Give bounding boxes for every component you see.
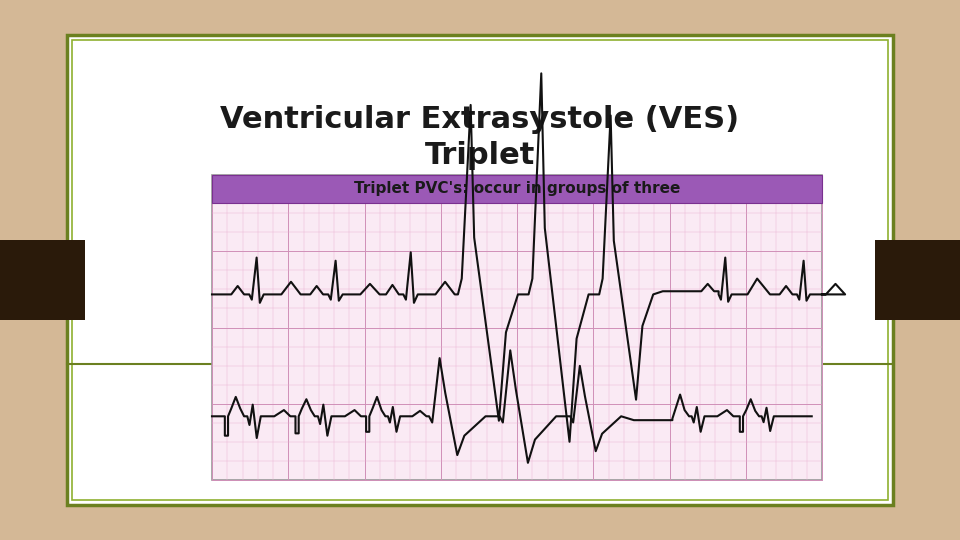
Text: Triplet PVC's: occur in groups of three: Triplet PVC's: occur in groups of three (354, 181, 681, 197)
Text: Ventricular Extrasystole (VES): Ventricular Extrasystole (VES) (221, 105, 739, 134)
Bar (0, 240, 85, 320)
Text: Triplet: Triplet (425, 140, 535, 170)
Bar (212, 175, 822, 203)
Bar (212, 175, 822, 480)
Bar (72, 40, 888, 500)
Bar (875, 240, 960, 320)
Bar (67, 35, 893, 505)
